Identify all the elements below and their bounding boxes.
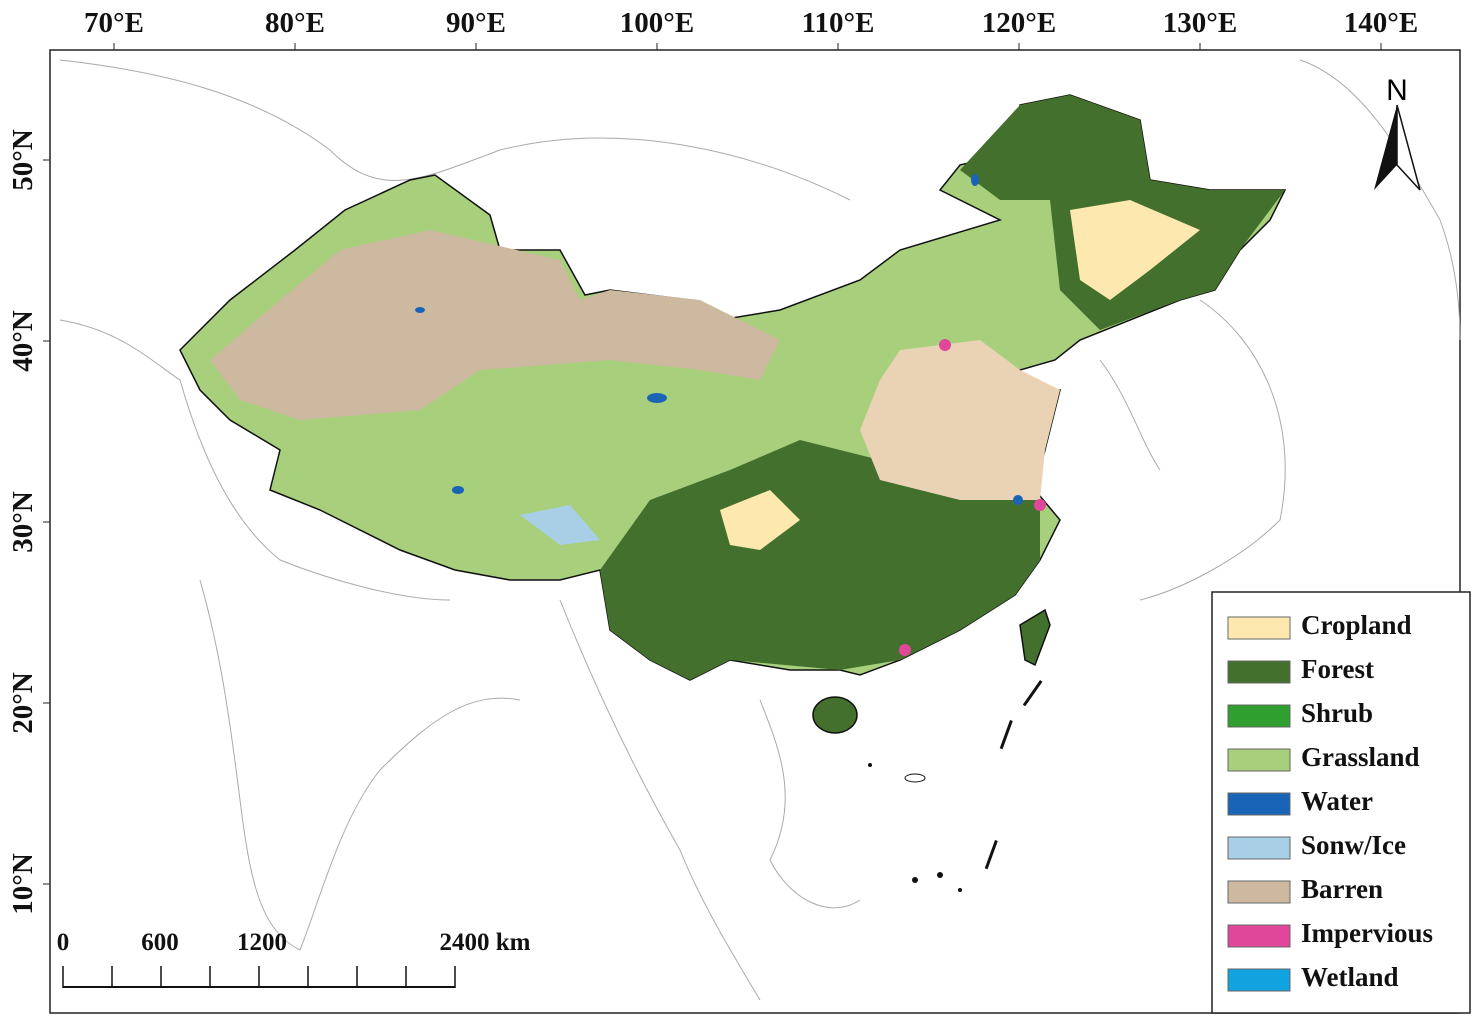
border-line — [59, 319, 451, 601]
longitude-label: 80°E — [265, 7, 325, 39]
latitude-label: 20°N — [7, 672, 39, 734]
longitude-label: 90°E — [446, 7, 506, 39]
longitude-label: 140°E — [1344, 7, 1418, 39]
city — [939, 339, 951, 351]
legend-label: Forest — [1301, 654, 1374, 684]
taiwan — [1019, 608, 1051, 667]
legend-label: Impervious — [1301, 918, 1433, 948]
longitude-label: 100°E — [620, 7, 694, 39]
longitude-label: 110°E — [802, 7, 875, 39]
lake — [971, 174, 979, 186]
island — [984, 840, 998, 870]
legend-swatch — [1227, 616, 1291, 640]
legend-swatch — [1227, 968, 1291, 992]
island — [912, 877, 918, 883]
latitude-label: 30°N — [7, 491, 39, 553]
scale-label: 1200 — [237, 929, 287, 956]
legend-swatch — [1227, 748, 1291, 772]
longitude-label: 70°E — [84, 7, 144, 39]
coastline — [1099, 299, 1286, 601]
urban — [899, 339, 1046, 656]
barren-area — [210, 230, 780, 420]
legend-swatch — [1227, 836, 1291, 860]
legend-label: Wetland — [1301, 962, 1399, 992]
island — [999, 719, 1013, 750]
island — [868, 763, 872, 767]
arrow-half — [1374, 105, 1397, 190]
legend-swatch — [1227, 880, 1291, 904]
legend-swatch — [1227, 704, 1291, 728]
latitude-label: 40°N — [7, 310, 39, 372]
lakes — [415, 174, 1023, 505]
island — [958, 888, 962, 892]
china — [179, 94, 1287, 734]
north-arrow: N — [1374, 74, 1421, 191]
island — [1022, 679, 1043, 707]
cropland-area — [1070, 200, 1200, 300]
hainan — [812, 696, 858, 734]
legend-label: Barren — [1301, 874, 1383, 904]
legend-swatch — [1227, 792, 1291, 816]
legend-label: Cropland — [1301, 610, 1412, 640]
scale-label: 2400 km — [440, 929, 531, 956]
island — [937, 872, 943, 878]
city — [1034, 499, 1046, 511]
longitude-label: 130°E — [1163, 7, 1237, 39]
longitude-label: 120°E — [982, 7, 1056, 39]
north-label: N — [1386, 74, 1408, 107]
legend-swatch — [1227, 660, 1291, 684]
coastline — [759, 699, 861, 909]
cropland-area — [860, 340, 1060, 500]
coastline — [199, 579, 521, 951]
city — [899, 644, 911, 656]
lake — [647, 393, 667, 403]
neighbor-borders — [59, 59, 1461, 1001]
coastline — [1299, 59, 1461, 341]
arrow-half — [1396, 104, 1421, 191]
forest-area — [600, 440, 1040, 680]
snow-area — [520, 505, 600, 545]
latitude-label: 50°N — [7, 129, 39, 191]
cropland-area — [720, 490, 800, 550]
lake — [452, 486, 464, 494]
legend-label: Grassland — [1301, 742, 1420, 772]
legend-label: Shrub — [1301, 698, 1373, 728]
legend-label: Sonw/Ice — [1301, 830, 1406, 860]
lake — [415, 307, 425, 313]
coastline — [559, 599, 761, 1001]
lake — [1013, 495, 1023, 505]
scale-label: 600 — [141, 929, 179, 956]
island — [904, 773, 926, 783]
legend-swatch — [1227, 924, 1291, 948]
legend-label: Water — [1301, 786, 1373, 816]
latitude-label: 10°N — [7, 853, 39, 915]
scale-label: 0 — [57, 929, 70, 956]
